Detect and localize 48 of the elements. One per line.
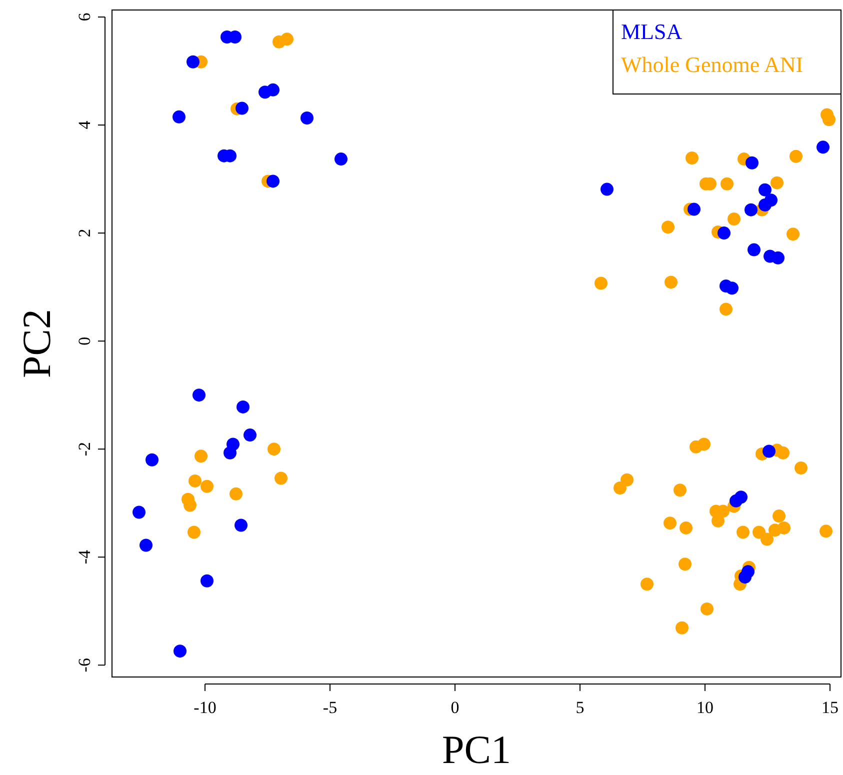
x-tick-label: -5 xyxy=(322,698,338,717)
point xyxy=(200,574,214,588)
y-tick-label: -4 xyxy=(75,550,94,564)
point xyxy=(266,174,280,188)
y-tick-label: -2 xyxy=(75,442,94,456)
point xyxy=(236,102,248,115)
y-tick-label: -6 xyxy=(75,658,94,672)
point xyxy=(236,400,250,414)
point xyxy=(146,453,158,466)
point xyxy=(718,226,730,240)
point xyxy=(758,183,772,196)
point xyxy=(772,251,784,264)
point xyxy=(234,518,248,532)
y-tick-label: 4 xyxy=(75,120,94,130)
point xyxy=(300,112,314,125)
point xyxy=(748,243,760,256)
point xyxy=(132,506,146,519)
point xyxy=(244,428,256,442)
point xyxy=(192,388,206,402)
point xyxy=(758,198,772,212)
point xyxy=(730,494,742,508)
point xyxy=(224,446,236,460)
x-tick-label: 15 xyxy=(822,698,838,717)
point xyxy=(744,203,758,216)
point xyxy=(746,156,758,170)
point xyxy=(688,202,700,216)
x-tick-label: 10 xyxy=(696,698,714,717)
y-axis-title: PC2 xyxy=(14,309,59,378)
point xyxy=(726,282,738,295)
point xyxy=(334,152,348,166)
y-tick-label: 0 xyxy=(75,336,94,346)
point xyxy=(174,644,186,658)
series-label: Whole Genome ANI xyxy=(621,52,804,77)
x-tick-label: -10 xyxy=(194,698,216,717)
text: MLSA xyxy=(621,19,682,44)
y-tick-label: 2 xyxy=(75,228,94,238)
point xyxy=(738,570,752,584)
point xyxy=(266,83,280,96)
point xyxy=(600,182,614,196)
y-tick-label: 6 xyxy=(75,12,94,22)
x-axis-title: PC1 xyxy=(442,727,511,772)
x-tick-label: 5 xyxy=(576,698,584,717)
x-tick-label: 0 xyxy=(450,698,460,717)
point xyxy=(762,444,776,458)
point xyxy=(172,110,186,124)
point xyxy=(186,55,200,68)
point xyxy=(140,538,152,552)
point xyxy=(816,140,830,154)
